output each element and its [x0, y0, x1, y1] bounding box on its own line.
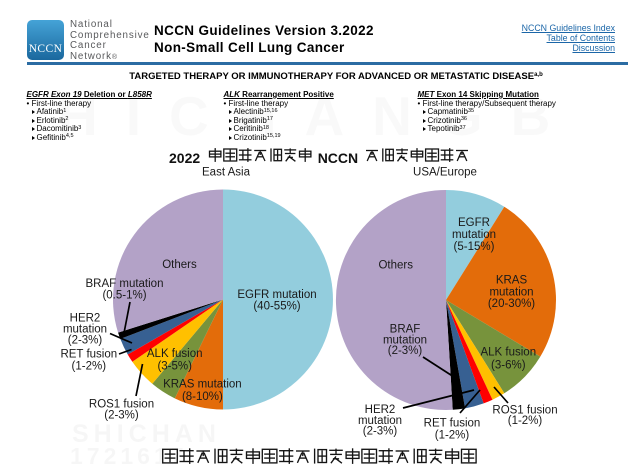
- svg-text:HER2: HER2: [70, 312, 101, 324]
- svg-text:KRAS mutation: KRAS mutation: [163, 379, 242, 391]
- svg-text:(2-3%): (2-3%): [104, 410, 139, 422]
- svg-text:HER2: HER2: [365, 404, 396, 416]
- svg-text:EGFR: EGFR: [458, 217, 490, 229]
- svg-text:ALK fusion: ALK fusion: [480, 347, 536, 359]
- svg-text:Others: Others: [162, 259, 197, 271]
- svg-text:BRAF mutation: BRAF mutation: [86, 278, 164, 290]
- svg-text:(0.5-1%): (0.5-1%): [102, 290, 146, 302]
- svg-text:(8-10%): (8-10%): [182, 391, 223, 403]
- svg-text:NCCN: NCCN: [318, 150, 358, 166]
- svg-text:(2-3%): (2-3%): [388, 345, 423, 357]
- svg-text:USA/Europe: USA/Europe: [413, 166, 477, 178]
- svg-text:(20-30%): (20-30%): [488, 298, 535, 310]
- svg-text:ROS1 fusion: ROS1 fusion: [492, 404, 557, 416]
- svg-text:2022: 2022: [169, 150, 200, 166]
- svg-text:ROS1 fusion: ROS1 fusion: [89, 399, 154, 411]
- svg-text:(2-3%): (2-3%): [68, 335, 103, 347]
- svg-text:RET fusion: RET fusion: [424, 417, 481, 429]
- svg-text:mutation: mutation: [383, 334, 427, 346]
- svg-text:ALK fusion: ALK fusion: [147, 348, 203, 360]
- svg-text:EGFR mutation: EGFR mutation: [237, 289, 316, 301]
- svg-text:(3-5%): (3-5%): [157, 361, 192, 373]
- svg-text:(1-2%): (1-2%): [72, 360, 107, 372]
- svg-text:(1-2%): (1-2%): [435, 429, 470, 441]
- svg-text:RET fusion: RET fusion: [60, 349, 117, 361]
- svg-text:East Asia: East Asia: [202, 166, 251, 178]
- svg-text:mutation: mutation: [63, 324, 107, 336]
- svg-text:mutation: mutation: [358, 415, 402, 427]
- svg-text:(5-15%): (5-15%): [454, 241, 495, 253]
- svg-text:(3-6%): (3-6%): [491, 359, 526, 371]
- svg-text:BRAF: BRAF: [390, 323, 421, 335]
- svg-text:Others: Others: [378, 259, 413, 271]
- svg-text:mutation: mutation: [452, 229, 496, 241]
- svg-text:(2-3%): (2-3%): [363, 426, 398, 438]
- svg-text:(1-2%): (1-2%): [508, 415, 543, 427]
- svg-text:(40-55%): (40-55%): [253, 300, 300, 312]
- svg-text:mutation: mutation: [489, 286, 533, 298]
- svg-text:KRAS: KRAS: [496, 275, 528, 287]
